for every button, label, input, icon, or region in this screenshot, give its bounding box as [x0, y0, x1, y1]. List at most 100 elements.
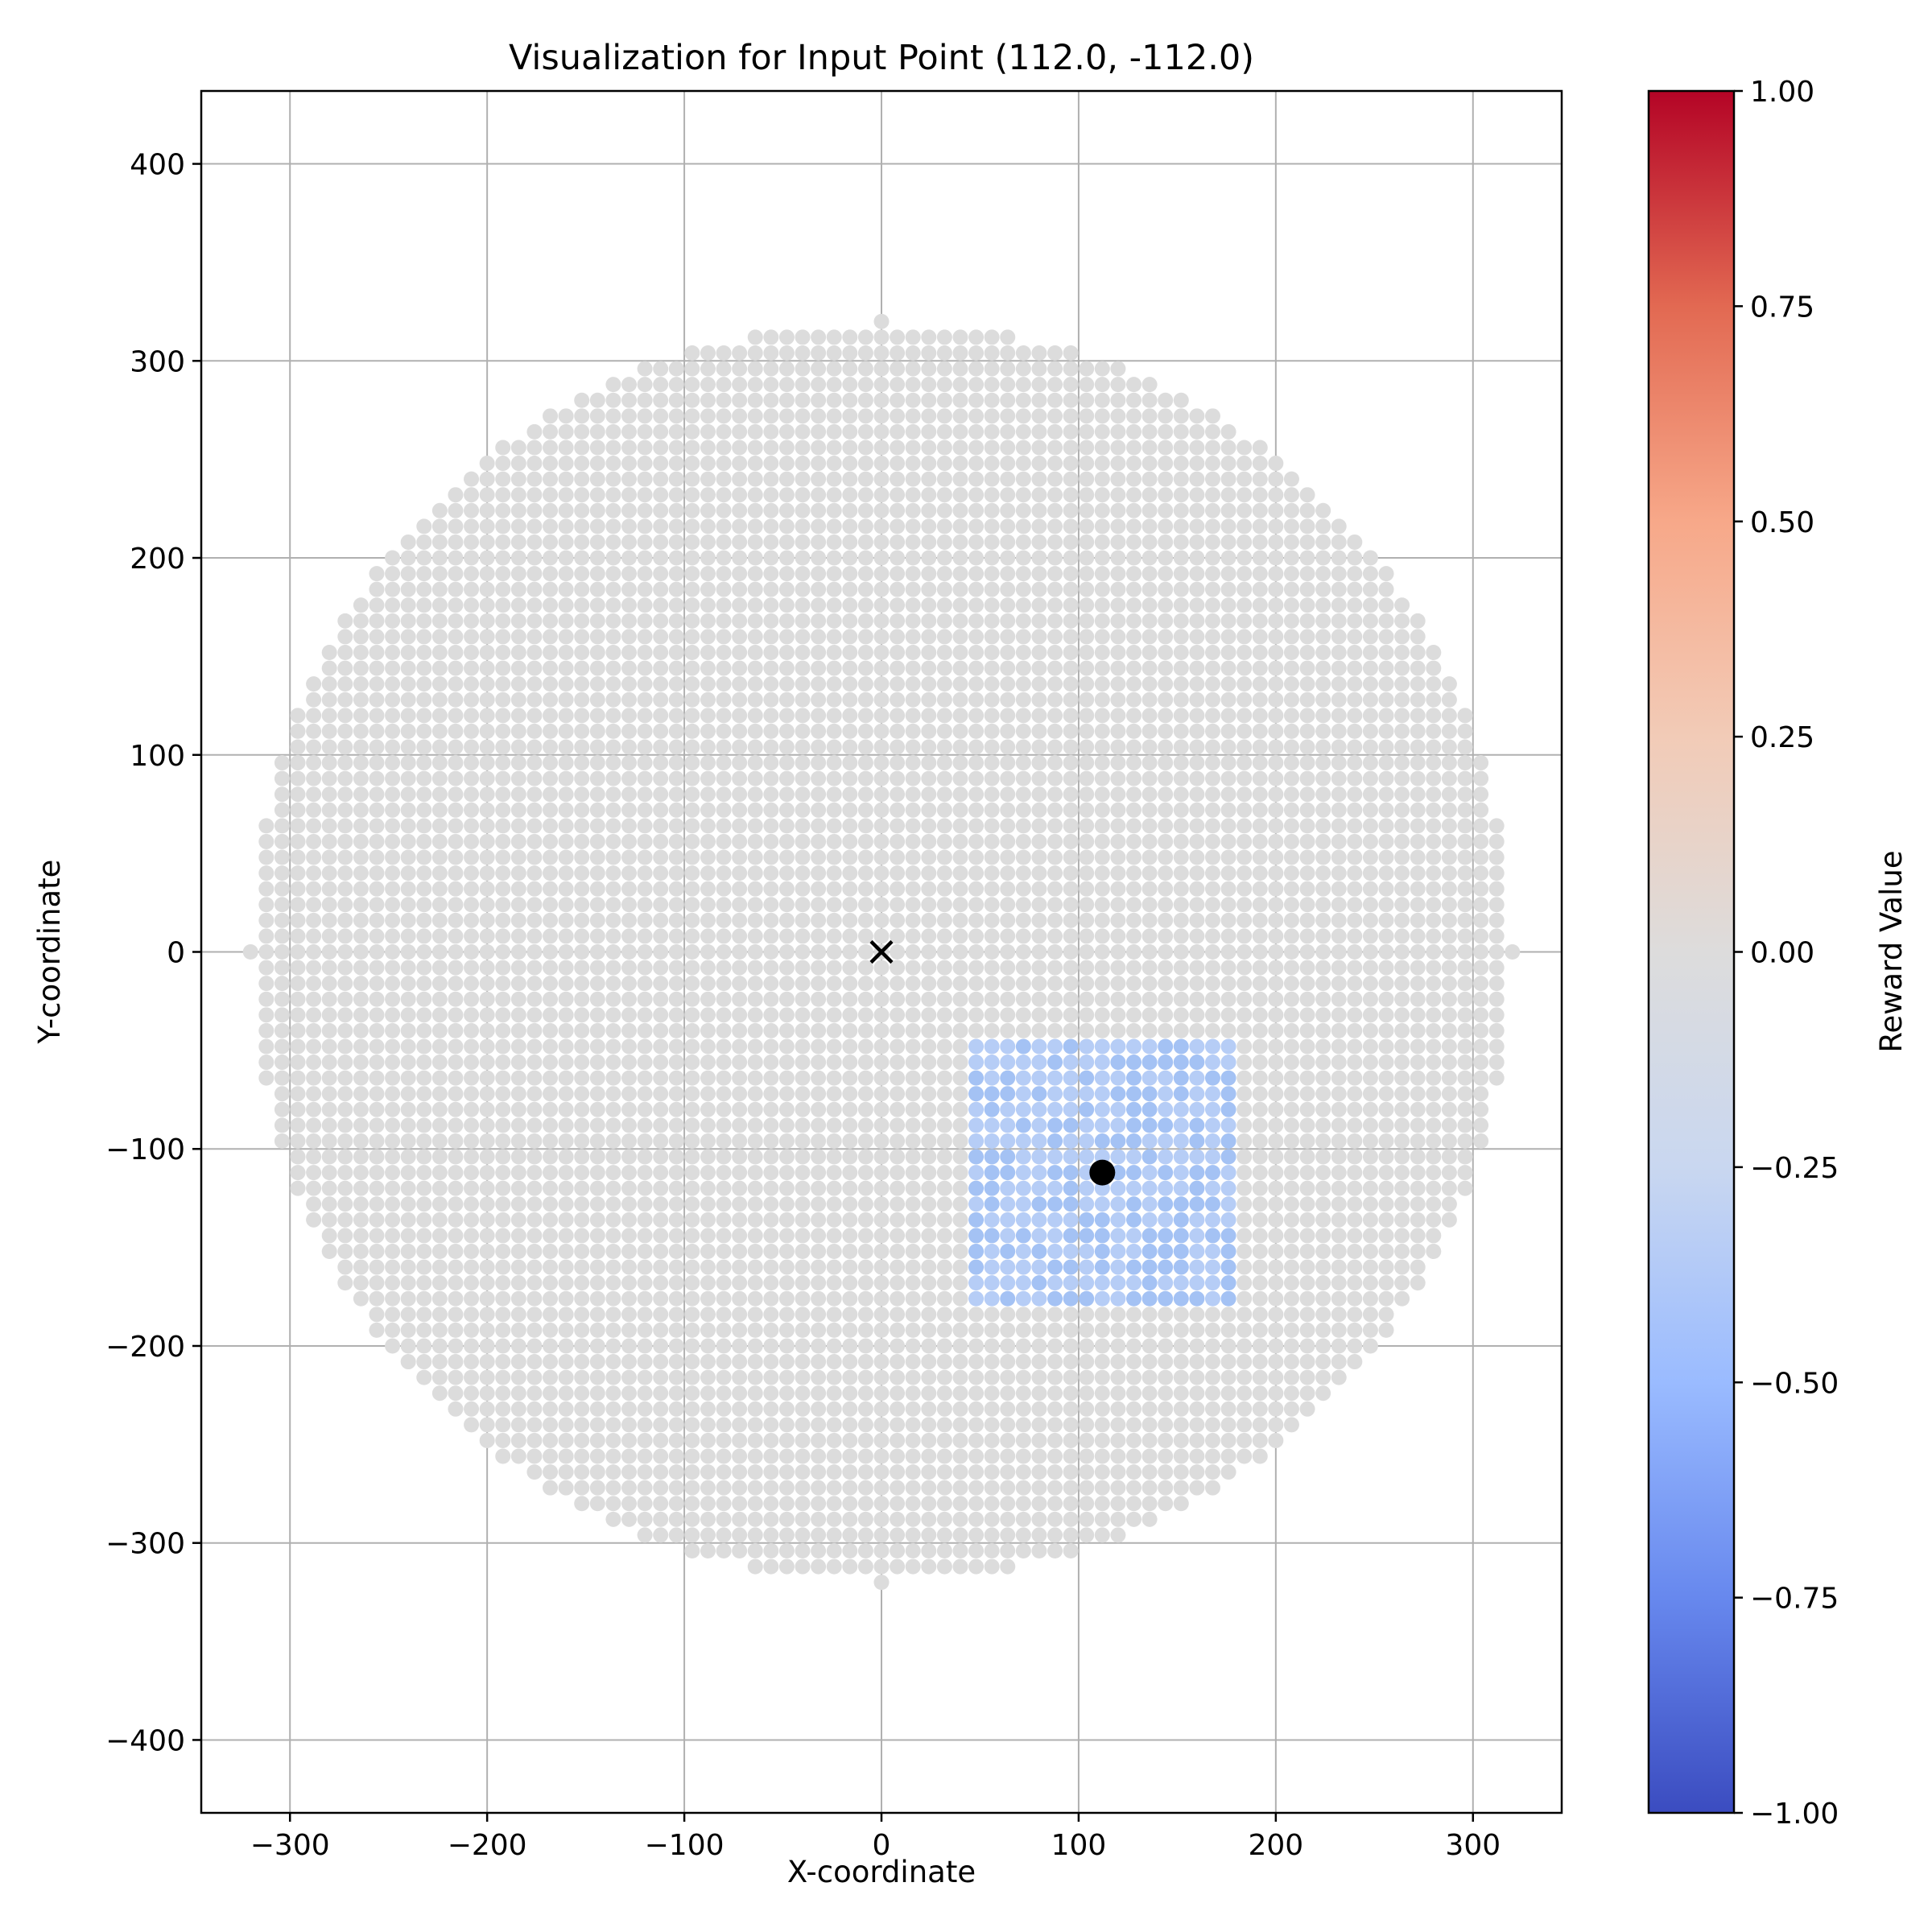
- grid-point: [890, 976, 906, 992]
- grid-point: [1158, 408, 1174, 424]
- grid-point: [543, 1307, 559, 1323]
- highlight-point: [1204, 1244, 1220, 1259]
- grid-point: [952, 755, 968, 771]
- grid-point: [526, 676, 543, 692]
- grid-point: [811, 1070, 827, 1086]
- grid-point: [1141, 1354, 1158, 1370]
- grid-point: [1410, 1022, 1426, 1038]
- grid-point: [621, 802, 637, 818]
- grid-point: [1441, 881, 1457, 897]
- grid-point: [842, 770, 858, 786]
- grid-point: [1441, 960, 1457, 976]
- grid-point: [1457, 1165, 1473, 1181]
- grid-point: [495, 944, 511, 960]
- grid-point: [431, 1290, 448, 1307]
- grid-point: [495, 1338, 511, 1354]
- grid-point: [1394, 1290, 1410, 1307]
- grid-point: [795, 1401, 811, 1417]
- grid-point: [605, 802, 621, 818]
- grid-point: [873, 960, 890, 976]
- grid-point: [1094, 361, 1110, 377]
- grid-point: [1079, 1385, 1095, 1402]
- grid-point: [543, 1055, 559, 1071]
- grid-point: [621, 660, 637, 676]
- grid-point: [684, 1354, 700, 1370]
- grid-point: [778, 1558, 795, 1575]
- grid-point: [795, 1511, 811, 1527]
- grid-point: [1441, 691, 1457, 708]
- grid-point: [668, 944, 684, 960]
- grid-point: [431, 928, 448, 944]
- grid-point: [431, 629, 448, 645]
- grid-point: [1283, 1290, 1299, 1307]
- grid-point: [905, 1180, 921, 1196]
- grid-point: [543, 676, 559, 692]
- grid-point: [621, 629, 637, 645]
- grid-point: [952, 487, 968, 503]
- grid-point: [936, 1275, 952, 1291]
- grid-point: [1079, 881, 1095, 897]
- grid-point: [873, 1055, 890, 1071]
- grid-point: [668, 1307, 684, 1323]
- grid-point: [952, 581, 968, 597]
- grid-point: [1141, 1401, 1158, 1417]
- grid-point: [1015, 471, 1031, 487]
- grid-point: [905, 329, 921, 345]
- grid-point: [589, 723, 605, 739]
- grid-point: [716, 471, 732, 487]
- grid-point: [747, 976, 763, 992]
- highlight-point: [1220, 1038, 1236, 1055]
- grid-point: [905, 708, 921, 724]
- grid-point: [621, 423, 637, 440]
- grid-point: [984, 708, 1000, 724]
- grid-point: [416, 991, 432, 1007]
- grid-point: [952, 991, 968, 1007]
- grid-point: [1252, 440, 1268, 456]
- grid-point: [637, 1275, 653, 1291]
- grid-point: [400, 1055, 416, 1071]
- grid-point: [526, 550, 543, 566]
- grid-point: [952, 865, 968, 881]
- grid-point: [873, 1007, 890, 1023]
- grid-point: [1299, 1070, 1315, 1086]
- grid-point: [589, 456, 605, 472]
- grid-point: [1094, 1007, 1110, 1023]
- highlight-point: [1158, 1149, 1174, 1165]
- grid-point: [936, 1244, 952, 1259]
- grid-point: [1094, 440, 1110, 456]
- grid-point: [778, 629, 795, 645]
- grid-point: [1394, 691, 1410, 708]
- grid-point: [1158, 1354, 1174, 1370]
- grid-point: [826, 1038, 842, 1055]
- grid-point: [558, 1480, 574, 1496]
- grid-point: [1252, 676, 1268, 692]
- grid-point: [1189, 881, 1205, 897]
- grid-point: [1000, 881, 1016, 897]
- grid-point: [1094, 1464, 1110, 1480]
- grid-point: [589, 534, 605, 550]
- grid-point: [1268, 1133, 1284, 1149]
- grid-point: [653, 1101, 669, 1117]
- grid-point: [416, 1228, 432, 1244]
- grid-point: [1441, 1022, 1457, 1038]
- grid-point: [605, 1401, 621, 1417]
- grid-point: [968, 1022, 985, 1038]
- highlight-point: [1173, 1101, 1189, 1117]
- grid-point: [857, 1354, 873, 1370]
- grid-point: [1268, 786, 1284, 803]
- grid-point: [574, 944, 590, 960]
- grid-point: [936, 534, 952, 550]
- grid-point: [700, 487, 716, 503]
- grid-point: [1110, 755, 1126, 771]
- grid-point: [1015, 928, 1031, 944]
- grid-point: [842, 660, 858, 676]
- grid-point: [353, 1290, 369, 1307]
- grid-point: [1315, 581, 1331, 597]
- grid-point: [400, 739, 416, 755]
- grid-point: [778, 550, 795, 566]
- grid-point: [385, 691, 401, 708]
- grid-point: [1378, 1070, 1394, 1086]
- grid-point: [1000, 1558, 1016, 1575]
- grid-point: [621, 1511, 637, 1527]
- highlight-point: [968, 1086, 985, 1102]
